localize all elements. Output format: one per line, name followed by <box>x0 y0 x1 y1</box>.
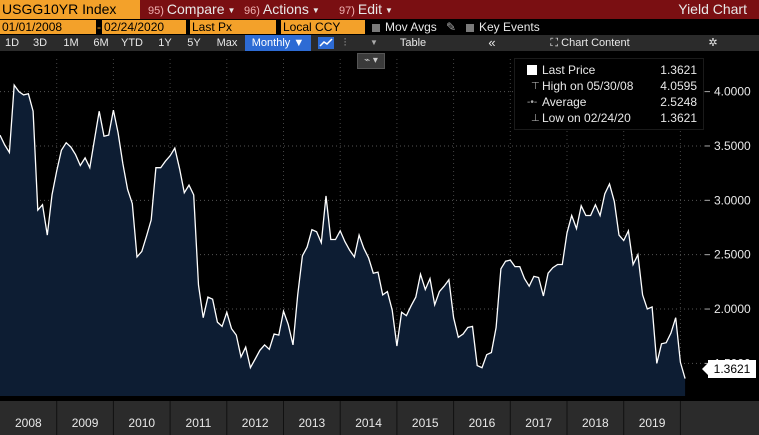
actions-menu[interactable]: 96) Actions ▼ <box>244 0 320 19</box>
chevron-down-icon[interactable]: ▼ <box>370 38 378 47</box>
chevron-down-icon: ▼ <box>227 5 236 15</box>
y-tick-label: 2.5000 <box>714 248 751 262</box>
frequency-label: Monthly <box>251 37 291 49</box>
x-tick-label: 2018 <box>582 416 609 430</box>
last-price-tag-arrow <box>702 363 708 375</box>
period-ytd-button[interactable]: YTD <box>121 37 143 49</box>
currency-select[interactable]: Local CCY <box>281 20 365 34</box>
period-5y-button[interactable]: 5Y <box>187 37 201 49</box>
compare-menu[interactable]: 95) Compare ▼ <box>148 0 235 19</box>
top-toolbar: USGG10YR Index 95) Compare ▼ 96) Actions ▼ 9… <box>0 0 759 19</box>
edit-menu-number: 97) <box>339 5 355 17</box>
actions-menu-label: Actions <box>262 1 309 17</box>
x-tick-label: 2019 <box>639 416 666 430</box>
y-tick-label: 3.5000 <box>714 139 751 153</box>
security-ticker[interactable]: USGG10YR Index <box>0 0 140 19</box>
x-tick-label: 2008 <box>15 416 42 430</box>
x-tick-label: 2017 <box>525 416 552 430</box>
period-3d-button[interactable]: 3D <box>32 37 48 49</box>
checkbox-icon <box>466 23 474 32</box>
pencil-icon[interactable]: ✎ <box>446 20 457 34</box>
legend-average: -•- Average 2.5248 <box>515 95 703 110</box>
period-max-button[interactable]: Max <box>216 37 238 49</box>
x-tick-label: 2013 <box>298 416 325 430</box>
period-6m-button[interactable]: 6M <box>93 37 109 49</box>
legend-high: ⊤ High on 05/30/08 4.0595 <box>515 79 703 94</box>
chevron-down-icon: ▼ <box>311 5 320 15</box>
y-tick-label: 4.0000 <box>714 85 751 99</box>
key-events-label: Key Events <box>479 20 540 34</box>
date-separator: - <box>97 20 101 34</box>
yield-line <box>0 83 686 379</box>
legend-low-label: Low on 02/24/20 <box>542 111 631 125</box>
chart-content-button[interactable]: ⛶ Chart Content <box>540 35 640 51</box>
period-1d-button[interactable]: 1D <box>4 37 20 49</box>
edit-menu[interactable]: 97) Edit ▼ <box>339 0 393 19</box>
x-axis-band <box>0 401 759 435</box>
edit-menu-label: Edit <box>357 1 383 17</box>
mov-avgs-toggle[interactable]: Mov Avgs <box>372 20 437 34</box>
period-1m-button[interactable]: 1M <box>63 37 79 49</box>
start-date-field[interactable]: 01/01/2008 <box>0 20 96 34</box>
x-tick-label: 2012 <box>242 416 269 430</box>
legend-low-value: 1.3621 <box>660 111 697 125</box>
page-title: Yield Chart <box>678 1 747 17</box>
legend-last-value: 1.3621 <box>660 63 697 77</box>
bar-chart-icon[interactable]: ⫶ <box>343 37 347 49</box>
table-button[interactable]: Table <box>399 37 427 49</box>
chart-content-label: Chart Content <box>561 37 630 49</box>
last-price-tag: 1.3621 <box>708 360 756 378</box>
price-field-select[interactable]: Last Px <box>190 20 276 34</box>
chart-content-icon: ⛶ <box>550 37 559 49</box>
yield-area-fill <box>0 85 686 396</box>
x-tick-label: 2011 <box>186 416 212 430</box>
chart-type-mini-icon[interactable]: ⌁ ▾ <box>357 53 385 69</box>
gear-icon[interactable]: ✲ <box>708 37 718 49</box>
x-tick-label: 2016 <box>469 416 496 430</box>
mov-avgs-label: Mov Avgs <box>385 20 437 34</box>
y-tick-label: 3.0000 <box>714 193 751 207</box>
x-tick-label: 2010 <box>128 416 155 430</box>
compare-menu-number: 95) <box>148 5 164 17</box>
compare-menu-label: Compare <box>166 1 225 17</box>
line-chart-icon[interactable] <box>316 35 336 51</box>
legend-average-label: Average <box>542 95 587 109</box>
settings-toolbar: 01/01/2008 - 02/24/2020 Last Px Local CC… <box>0 19 759 35</box>
x-tick-label: 2014 <box>355 416 382 430</box>
actions-menu-number: 96) <box>244 5 260 17</box>
checkbox-icon <box>372 23 380 32</box>
y-tick-label: 2.0000 <box>714 302 751 316</box>
x-tick-label: 2009 <box>72 416 99 430</box>
legend-average-value: 2.5248 <box>660 95 697 109</box>
average-marker-icon: -•- <box>527 97 538 108</box>
chevron-down-icon: ▼ <box>385 5 393 15</box>
x-axis-labels: 2008 2009 2010 2011 2012 2013 2014 2015 2016 2017… <box>15 416 666 430</box>
legend-high-label: High on 05/30/08 <box>542 79 634 93</box>
legend-last-label: Last Price <box>542 63 596 77</box>
low-marker-icon: ⊥ <box>531 113 540 124</box>
period-1y-button[interactable]: 1Y <box>158 37 172 49</box>
chart-legend: Last Price 1.3621 ⊤ High on 05/30/08 4.0… <box>514 58 704 130</box>
period-toolbar: 1D 3D 1M 6M YTD 1Y 5Y Max Monthly ▼ ⫶ ▼ … <box>0 35 759 51</box>
collapse-left-icon[interactable]: « <box>488 35 496 50</box>
x-tick-label: 2015 <box>412 416 439 430</box>
frequency-select[interactable]: Monthly ▼ <box>245 35 311 51</box>
series-swatch <box>527 65 537 75</box>
key-events-toggle[interactable]: Key Events <box>466 20 540 34</box>
legend-low: ⊥ Low on 02/24/20 1.3621 <box>515 111 703 126</box>
high-marker-icon: ⊤ <box>531 81 540 92</box>
legend-last-price: Last Price 1.3621 <box>515 63 703 78</box>
legend-high-value: 4.0595 <box>660 79 697 93</box>
end-date-field[interactable]: 02/24/2020 <box>102 20 186 34</box>
